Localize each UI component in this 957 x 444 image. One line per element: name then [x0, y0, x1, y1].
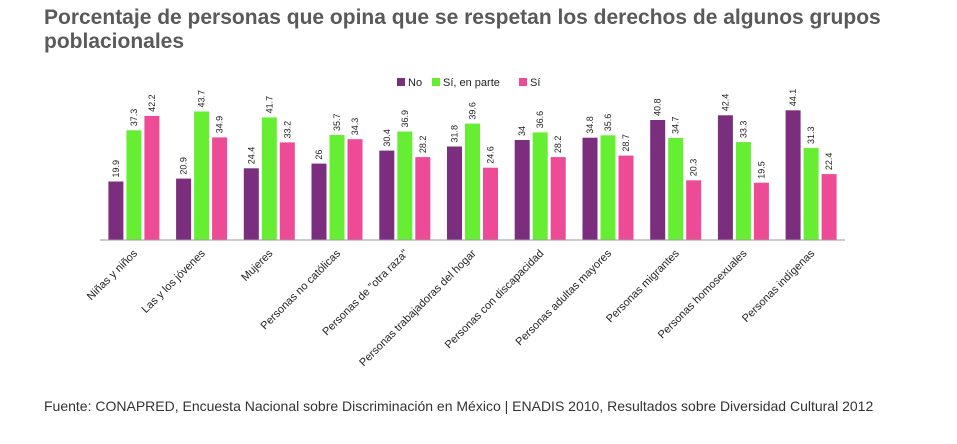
bar-si-en-parte-mujeres — [261, 117, 277, 240]
bar-si-en-parte-personas-migrantes — [668, 138, 684, 240]
data-label-si-en-parte-personas-adultas-mayores: 35.6 — [603, 114, 613, 132]
category-label-personas-trabajadoras-del-hogar: Personas trabajadoras del hogar — [357, 247, 479, 369]
category-label-las-y-los-jovenes: Las y los jóvenes — [140, 247, 209, 316]
category-label-personas-migrantes: Personas migrantes — [604, 247, 682, 325]
data-label-si-personas-migrantes: 20.3 — [689, 159, 699, 177]
bar-no-mujeres — [243, 168, 259, 240]
bar-si-personas-con-discapacidad — [550, 157, 566, 240]
legend-swatch-si — [519, 78, 527, 86]
bar-si-personas-indigenas — [821, 174, 837, 240]
data-label-si-en-parte-personas-trabajadoras-del-hogar: 39.6 — [468, 102, 478, 120]
category-label-personas-indigenas: Personas indígenas — [740, 247, 818, 325]
data-label-no-personas-no-catolicas: 26 — [314, 150, 324, 160]
legend-label-no: No — [408, 77, 422, 89]
bar-si-personas-trabajadoras-del-hogar — [483, 167, 498, 240]
bar-si-personas-adultas-mayores — [618, 155, 634, 240]
legend: No Sí, en parte Sí — [397, 77, 540, 89]
bar-no-personas-adultas-mayores — [582, 137, 598, 240]
bar-no-personas-indigenas — [785, 110, 801, 240]
data-label-no-personas-indigenas: 44.1 — [788, 89, 798, 107]
data-label-si-las-y-los-jovenes: 34.9 — [215, 116, 225, 134]
bar-si-en-parte-personas-de-otra-raza — [397, 131, 413, 240]
data-label-si-en-parte-personas-homosexuales: 33.3 — [738, 121, 748, 139]
data-label-no-personas-adultas-mayores: 34.8 — [585, 116, 595, 134]
bar-no-personas-con-discapacidad — [514, 140, 530, 240]
data-label-si-personas-indigenas: 22.4 — [824, 153, 834, 171]
data-label-no-mujeres: 24.4 — [246, 147, 256, 165]
data-label-si-en-parte-personas-con-discapacidad: 36.6 — [535, 111, 545, 129]
data-label-si-en-parte-personas-indigenas: 31.3 — [806, 126, 816, 144]
bar-no-personas-trabajadoras-del-hogar — [447, 146, 462, 240]
bar-no-personas-migrantes — [650, 120, 666, 240]
legend-label-si: Sí — [530, 77, 540, 89]
data-label-no-ninas-y-ninos: 19.9 — [111, 160, 121, 178]
chart-title: Porcentaje de personas que opina que se … — [44, 6, 881, 53]
data-label-si-en-parte-personas-migrantes: 34.7 — [671, 116, 681, 134]
data-label-si-en-parte-personas-de-otra-raza: 36.9 — [400, 110, 410, 128]
data-label-no-las-y-los-jovenes: 20.9 — [179, 157, 189, 175]
data-label-no-personas-de-otra-raza: 30.4 — [382, 129, 392, 147]
data-label-si-en-parte-las-y-los-jovenes: 43.7 — [197, 90, 207, 108]
legend-swatch-si-en-parte — [432, 78, 440, 86]
data-label-no-personas-con-discapacidad: 34 — [517, 126, 527, 136]
legend-swatch-no — [397, 78, 405, 86]
data-label-si-personas-de-otra-raza: 28.2 — [418, 136, 428, 154]
data-label-si-en-parte-personas-no-catolicas: 35.7 — [332, 113, 342, 131]
bar-si-mujeres — [279, 142, 295, 240]
data-label-si-personas-trabajadoras-del-hogar: 24.6 — [486, 146, 496, 164]
bar-si-ninas-y-ninos — [144, 115, 160, 240]
bars-group: 19.9 37.3 42.2 20.9 43.7 34.9 24.4 41.7 33.2 26 35… — [108, 89, 837, 240]
data-label-si-en-parte-mujeres: 41.7 — [264, 96, 274, 114]
bar-si-en-parte-personas-adultas-mayores — [600, 135, 616, 240]
data-label-si-personas-no-catolicas: 34.3 — [350, 118, 360, 136]
bar-si-en-parte-personas-trabajadoras-del-hogar — [465, 123, 480, 240]
bar-si-personas-homosexuales — [753, 182, 769, 240]
data-label-no-personas-homosexuales: 42.4 — [720, 94, 730, 112]
bar-no-personas-de-otra-raza — [379, 150, 395, 240]
bar-no-personas-homosexuales — [717, 115, 733, 240]
data-label-si-personas-adultas-mayores: 28.7 — [621, 134, 631, 152]
source-note: Fuente: CONAPRED, Encuesta Nacional sobr… — [44, 398, 874, 414]
bar-si-en-parte-las-y-los-jovenes — [194, 111, 210, 240]
bar-si-personas-migrantes — [686, 180, 702, 240]
bar-si-en-parte-personas-con-discapacidad — [532, 132, 548, 240]
category-label-ninas-y-ninos: Niñas y niños — [85, 247, 141, 303]
data-label-si-personas-con-discapacidad: 28.2 — [553, 136, 563, 154]
bar-si-en-parte-personas-homosexuales — [735, 142, 751, 240]
bar-si-personas-de-otra-raza — [415, 157, 431, 240]
category-labels: Niñas y niños Las y los jóvenes Mujeres Per… — [85, 247, 818, 369]
data-label-no-personas-trabajadoras-del-hogar: 31.8 — [450, 125, 460, 143]
legend-label-si-en-parte: Sí, en parte — [443, 77, 500, 89]
bar-chart: No Sí, en parte Sí 19.9 37.3 42.2 20.9 43.7 34.… — [85, 77, 845, 369]
bar-si-en-parte-personas-indigenas — [803, 148, 819, 240]
category-label-mujeres: Mujeres — [239, 247, 276, 284]
bar-si-en-parte-personas-no-catolicas — [329, 135, 345, 240]
data-label-si-personas-homosexuales: 19.5 — [756, 161, 766, 179]
data-label-si-mujeres: 33.2 — [282, 121, 292, 139]
bar-no-personas-no-catolicas — [311, 163, 327, 240]
bar-si-personas-no-catolicas — [347, 139, 363, 240]
data-label-no-personas-migrantes: 40.8 — [653, 98, 663, 116]
bar-no-las-y-los-jovenes — [176, 178, 192, 240]
data-label-si-en-parte-ninas-y-ninos: 37.3 — [129, 109, 139, 127]
bar-si-las-y-los-jovenes — [212, 137, 228, 240]
data-label-si-ninas-y-ninos: 42.2 — [147, 94, 157, 112]
bar-si-en-parte-ninas-y-ninos — [126, 130, 142, 240]
bar-no-ninas-y-ninos — [108, 181, 124, 240]
